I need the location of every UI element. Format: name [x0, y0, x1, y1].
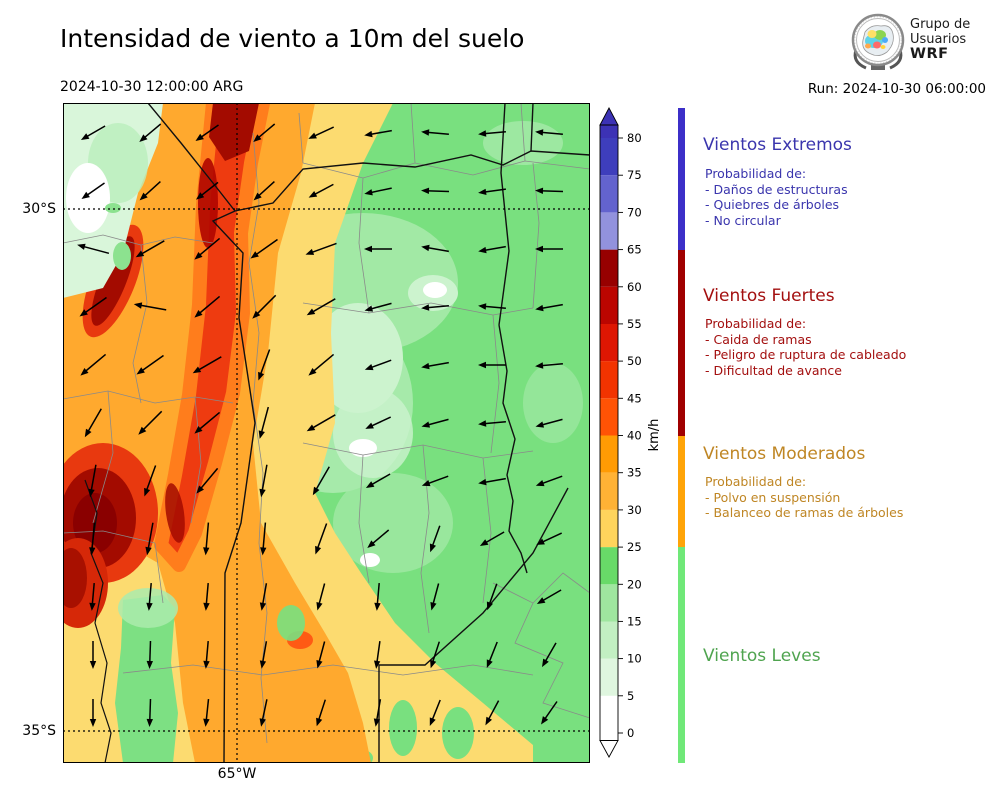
valid-time-label: 2024-10-30 12:00:00 ARG	[60, 79, 244, 95]
svg-text:10: 10	[627, 652, 642, 666]
svg-text:35: 35	[627, 466, 642, 480]
legend-item-list: - Daños de estructuras - Quiebres de árbo…	[705, 182, 995, 229]
map-frame	[63, 103, 590, 763]
graticule-layer	[63, 103, 590, 763]
legend-item: - Peligro de ruptura de cableado	[705, 347, 907, 362]
svg-text:45: 45	[627, 391, 642, 405]
category-strip-segment	[678, 435, 685, 548]
svg-text:50: 50	[627, 354, 642, 368]
wind-speed-colorbar: 0 5 10 15 20 25 30 35 40 45 50 55 60 65 70 75 80 km/h	[599, 107, 662, 758]
legend-item: - Caida de ramas	[705, 331, 812, 347]
category-color-strip	[678, 108, 685, 763]
legend-prob-label: Probabilidad de:	[705, 316, 807, 331]
svg-text:25: 25	[627, 540, 642, 554]
legend-item: - Daños de estructuras	[705, 181, 848, 197]
logo-line-1: Grupo de	[910, 17, 971, 32]
legend-title-moderados: Vientos Moderados	[703, 444, 866, 464]
svg-text:30: 30	[627, 503, 642, 517]
legend-item-list: - Caida de ramas - Peligro de ruptura de …	[705, 332, 995, 379]
category-strip-segment	[678, 547, 685, 763]
legend-title-fuertes: Vientos Fuertes	[703, 286, 835, 306]
wrf-users-group-logo-icon	[851, 13, 905, 70]
legend-body-fuertes: Probabilidad de: - Caida de ramas - Pelig…	[705, 316, 995, 378]
page-title: Intensidad de viento a 10m del suelo	[60, 24, 525, 53]
svg-text:60: 60	[627, 280, 642, 294]
legend-item: - Balanceo de ramas de árboles	[705, 505, 904, 520]
legend-prob-label: Probabilidad de:	[705, 474, 807, 489]
svg-text:20: 20	[627, 577, 642, 591]
legend-item: - Dificultad de avance	[705, 362, 842, 378]
lat-label-35s: 35°S	[22, 723, 56, 739]
legend-title-extremos: Vientos Extremos	[703, 135, 852, 155]
svg-text:15: 15	[627, 614, 642, 628]
category-strip-segment	[678, 108, 685, 250]
legend-item: - Polvo en suspensión	[705, 489, 841, 505]
legend-body-moderados: Probabilidad de: - Polvo en suspensión - …	[705, 474, 995, 521]
svg-text:80: 80	[627, 131, 642, 145]
svg-text:65: 65	[627, 243, 642, 257]
legend-item: - Quiebres de árboles	[705, 197, 840, 212]
legend-item-list: - Polvo en suspensión - Balanceo de ramas…	[705, 490, 995, 521]
legend-title-leves: Vientos Leves	[703, 646, 821, 666]
logo-text: Grupo de Usuarios WRF	[910, 17, 970, 62]
wind-intensity-map	[63, 103, 590, 763]
svg-text:55: 55	[627, 317, 642, 331]
province-boundaries-layer	[63, 103, 590, 744]
lon-label-65w: 65°W	[217, 766, 257, 782]
logo-line-3: WRF	[910, 46, 949, 62]
lat-label-30s: 30°S	[22, 201, 56, 217]
svg-text:75: 75	[627, 168, 642, 182]
legend-prob-label: Probabilidad de:	[705, 166, 807, 181]
svg-text:0: 0	[627, 726, 634, 740]
main-boundaries-layer	[84, 103, 590, 763]
svg-text:40: 40	[627, 429, 642, 443]
category-strip-segment	[678, 249, 685, 436]
svg-text:5: 5	[627, 689, 634, 703]
legend-body-extremos: Probabilidad de: - Daños de estructuras -…	[705, 166, 995, 228]
logo-line-2: Usuarios	[910, 32, 967, 47]
legend-item: - No circular	[705, 212, 781, 228]
svg-text:km/h: km/h	[647, 419, 662, 452]
svg-text:70: 70	[627, 205, 642, 219]
model-run-label: Run: 2024-10-30 06:00:00	[807, 81, 986, 97]
wind-arrows-layer	[77, 123, 564, 727]
